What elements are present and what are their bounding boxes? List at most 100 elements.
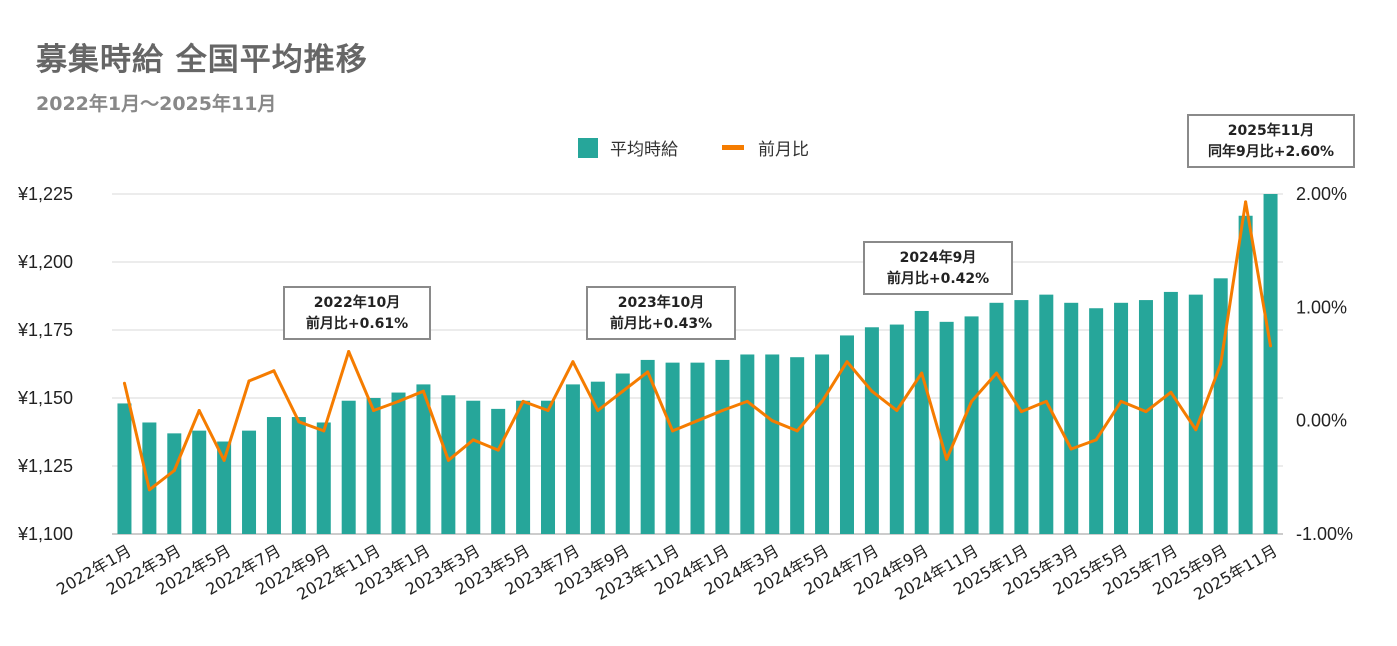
line-point bbox=[1269, 344, 1273, 348]
bar bbox=[989, 302, 1004, 534]
line-point bbox=[347, 350, 351, 354]
y-left-tick-label: ¥1,200 bbox=[17, 252, 73, 272]
y-left-tick-label: ¥1,150 bbox=[17, 388, 73, 408]
y-left-tick-label: ¥1,100 bbox=[17, 524, 73, 544]
bar bbox=[864, 327, 879, 534]
annotation-line2: 前月比+0.42% bbox=[887, 270, 989, 287]
line-point bbox=[920, 371, 924, 375]
chart-title: 募集時給 全国平均推移 bbox=[36, 42, 368, 78]
y-right-tick-label: -1.00% bbox=[1296, 524, 1353, 544]
line-point bbox=[297, 420, 301, 424]
line-point bbox=[172, 469, 176, 473]
bar bbox=[1089, 308, 1104, 534]
chart-subtitle: 2022年1月〜2025年11月 bbox=[36, 93, 277, 115]
annotation-line2: 同年9月比+2.60% bbox=[1208, 143, 1334, 160]
line-point bbox=[870, 389, 874, 393]
bar bbox=[117, 403, 132, 534]
y-right-tick-label: 2.00% bbox=[1296, 184, 1347, 204]
line-point bbox=[471, 438, 475, 442]
line-point bbox=[1019, 410, 1023, 414]
y-left-tick-label: ¥1,125 bbox=[17, 456, 73, 476]
bar bbox=[366, 398, 381, 534]
bar bbox=[790, 357, 805, 534]
line-point bbox=[197, 408, 201, 412]
legend: 平均時給 前月比 bbox=[578, 138, 809, 160]
line-point bbox=[820, 399, 824, 403]
bar bbox=[341, 400, 356, 534]
annotation-frame bbox=[863, 241, 1013, 295]
line-point bbox=[1069, 447, 1073, 451]
line-point bbox=[1219, 362, 1223, 366]
line-point bbox=[421, 389, 425, 393]
bar bbox=[765, 354, 780, 534]
line-point bbox=[122, 381, 126, 385]
line-point bbox=[696, 419, 699, 423]
legend-swatch-line bbox=[722, 145, 744, 150]
line-point bbox=[322, 429, 326, 433]
line-point bbox=[1244, 200, 1248, 204]
bar bbox=[1064, 302, 1079, 534]
line-point bbox=[1094, 438, 1098, 442]
bar bbox=[914, 310, 929, 534]
line-point bbox=[970, 399, 974, 403]
line-point bbox=[1119, 399, 1123, 403]
bar bbox=[640, 359, 655, 534]
bar bbox=[1263, 194, 1278, 534]
bar bbox=[242, 430, 257, 534]
line-point bbox=[745, 399, 749, 403]
line-point bbox=[521, 399, 525, 403]
line-point bbox=[272, 369, 276, 373]
line-point bbox=[571, 360, 575, 364]
line-point bbox=[845, 360, 849, 364]
legend-swatch-bar bbox=[578, 138, 598, 158]
y-left-tick-label: ¥1,175 bbox=[17, 320, 73, 340]
bar bbox=[1163, 291, 1178, 534]
line-point bbox=[1044, 399, 1048, 403]
bar bbox=[441, 395, 456, 534]
bar bbox=[715, 359, 730, 534]
annotation-frame bbox=[1187, 114, 1355, 168]
bar bbox=[1188, 294, 1203, 534]
annotation-frame bbox=[283, 286, 431, 340]
line-point bbox=[446, 458, 450, 462]
line-point bbox=[596, 408, 600, 412]
bar bbox=[391, 392, 406, 534]
line-point bbox=[994, 371, 998, 375]
line-point bbox=[222, 458, 226, 462]
legend-label-line: 前月比 bbox=[758, 140, 809, 160]
bar bbox=[516, 400, 531, 534]
line-point bbox=[546, 408, 550, 412]
bar bbox=[291, 417, 306, 534]
line-point bbox=[945, 457, 949, 461]
bar bbox=[1039, 294, 1054, 534]
bar bbox=[316, 422, 331, 534]
bar bbox=[665, 362, 680, 534]
line-point bbox=[1194, 428, 1198, 432]
bar bbox=[217, 441, 232, 534]
bar bbox=[1138, 300, 1153, 534]
line-point bbox=[1144, 410, 1148, 414]
bar bbox=[416, 384, 431, 534]
line-point bbox=[247, 379, 251, 383]
line-point bbox=[1169, 390, 1173, 394]
annotation-line2: 前月比+0.43% bbox=[610, 315, 712, 332]
bar bbox=[590, 381, 605, 534]
bar bbox=[491, 408, 506, 534]
line-point bbox=[646, 370, 650, 374]
bar bbox=[466, 400, 481, 534]
annotation-line2: 前月比+0.61% bbox=[306, 315, 408, 332]
bar bbox=[1014, 300, 1029, 534]
bar bbox=[565, 384, 580, 534]
line-point bbox=[147, 488, 151, 492]
bar bbox=[740, 354, 755, 534]
bar bbox=[964, 316, 979, 534]
line-point bbox=[720, 408, 724, 412]
bar bbox=[839, 335, 854, 534]
annotation-frame bbox=[586, 286, 736, 340]
line-point bbox=[770, 419, 774, 423]
